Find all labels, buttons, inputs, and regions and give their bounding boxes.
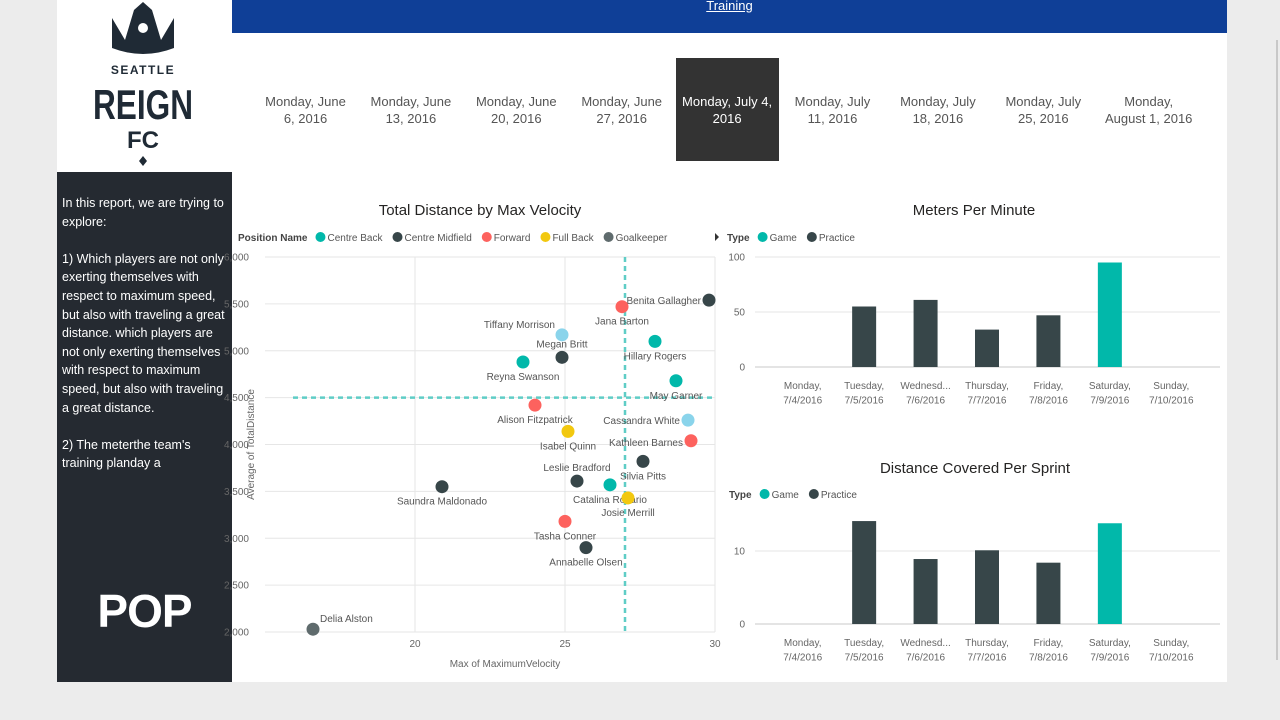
date-tab[interactable]: Monday, July 25, 2016: [1005, 93, 1082, 126]
header-bar: Training: [232, 0, 1227, 33]
sidebar-paragraph: 2) The meterthe team's training planday …: [62, 437, 191, 471]
report-canvas: [57, 0, 1227, 682]
logo-graphic: SEATTLE REIGN FC: [93, 2, 193, 166]
logo-diamond: [139, 156, 147, 166]
logo-text: FC: [127, 127, 159, 154]
logo-text: SEATTLE: [111, 63, 175, 77]
date-tab[interactable]: Monday, June 6, 2016: [265, 93, 346, 126]
date-tab[interactable]: Monday, August 1, 2016: [1104, 93, 1193, 126]
logo: SEATTLE REIGN FC: [57, 0, 232, 172]
date-tab[interactable]: Monday, June 27, 2016: [581, 93, 663, 126]
sidebar: In this report, we are trying to explore…: [57, 172, 232, 682]
date-tab[interactable]: Monday, June 13, 2016: [370, 93, 452, 126]
date-tab[interactable]: Monday, June 20, 2016: [475, 93, 557, 126]
sidebar-text: In this report, we are trying to explore…: [62, 194, 228, 492]
date-tab[interactable]: Monday, July 11, 2016: [794, 93, 871, 126]
logo-text: REIGN: [93, 81, 193, 128]
sidebar-paragraph: In this report, we are trying to explore…: [62, 196, 224, 229]
header-link[interactable]: Training: [706, 0, 753, 13]
sidebar-footer: POP: [97, 585, 192, 637]
date-tab[interactable]: Monday, July 4, 2016: [675, 58, 779, 161]
sidebar-paragraph: 1) Which players are not only exerting t…: [62, 251, 225, 415]
logo-crown-detail: [138, 23, 148, 33]
date-tab[interactable]: Monday, July 18, 2016: [900, 93, 976, 126]
scrollbar[interactable]: [1276, 40, 1278, 660]
